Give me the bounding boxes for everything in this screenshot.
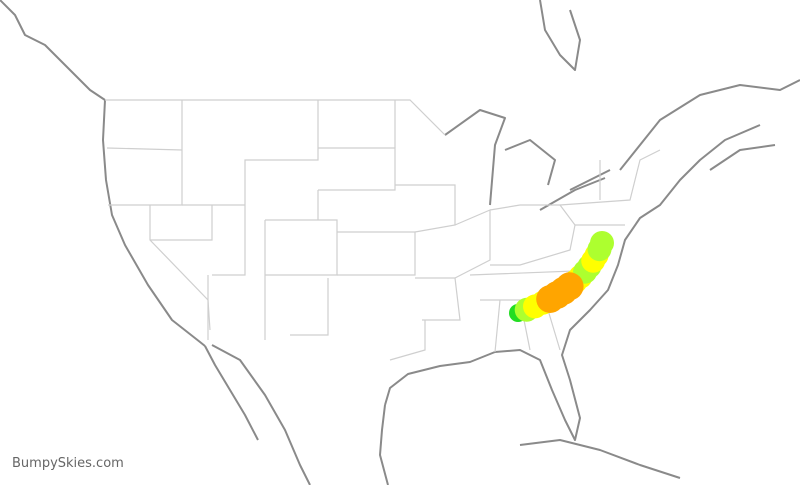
turbulence-point-light <box>590 231 614 255</box>
mexico-coastline <box>204 344 389 485</box>
state-borders <box>105 99 661 361</box>
us-coastline <box>102 99 761 441</box>
credit-label: BumpySkies.com <box>12 456 124 471</box>
flight-route <box>509 231 614 322</box>
great-lakes <box>444 109 611 211</box>
cuba-coastline <box>519 439 681 479</box>
canada-east-coast <box>539 0 800 171</box>
turbulence-point-severe <box>555 272 584 301</box>
canada-west-coast <box>0 0 106 101</box>
